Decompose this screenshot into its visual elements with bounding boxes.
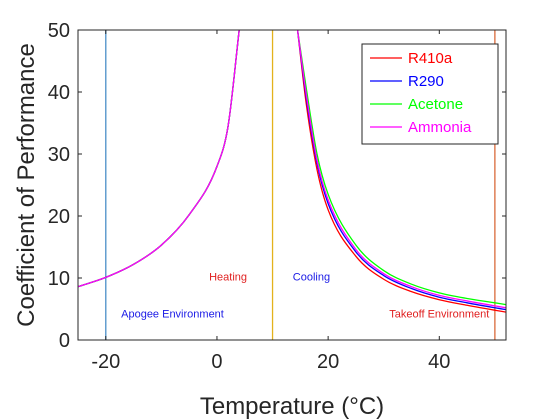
- annotation-apogee-environment: Apogee Environment: [121, 309, 224, 321]
- annotation-heating: Heating: [209, 271, 247, 283]
- y-tick-label: 50: [48, 20, 70, 42]
- legend: R410a R290 Acetone Ammonia: [361, 43, 499, 145]
- x-tick-label: 40: [428, 351, 450, 373]
- y-tick-label: 40: [48, 82, 70, 104]
- annotation-cooling: Cooling: [293, 271, 330, 283]
- legend-label-acetone: Acetone: [408, 96, 463, 113]
- x-axis-label: Temperature (°C): [200, 393, 384, 420]
- y-tick-label: 0: [59, 330, 70, 352]
- x-tick-label: 0: [211, 351, 222, 373]
- y-tick-label: 20: [48, 206, 70, 228]
- y-tick-label: 10: [48, 268, 70, 290]
- y-tick-label: 30: [48, 144, 70, 166]
- legend-label-r290: R290: [408, 73, 444, 90]
- axes-box: [77, 29, 507, 341]
- series-line-r410a-cooling: [296, 30, 506, 313]
- legend-label-r410a: R410a: [408, 50, 453, 67]
- series-line-ammonia-heating: [78, 30, 240, 288]
- series-line-acetone-cooling: [296, 30, 506, 306]
- annotation-takeoff-environment: Takeoff Environment: [389, 309, 489, 321]
- x-tick-label: -20: [91, 351, 120, 373]
- y-axis-label: Coefficient of Performance: [13, 43, 40, 327]
- legend-label-ammonia: Ammonia: [408, 119, 472, 136]
- x-tick-label: 20: [317, 351, 339, 373]
- series-line-ammonia-cooling: [296, 30, 506, 309]
